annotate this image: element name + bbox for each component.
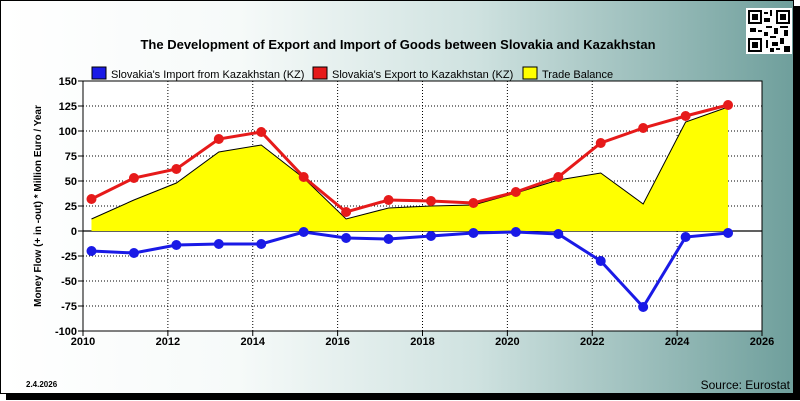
export-point: [510, 187, 521, 197]
export-point: [341, 207, 352, 217]
y-tick-label: -75: [61, 301, 77, 313]
export-point: [468, 198, 479, 208]
y-tick-label: 75: [65, 151, 77, 163]
export-point: [128, 173, 139, 183]
y-tick-label: -100: [55, 326, 77, 338]
export-point: [553, 172, 564, 182]
chart-title: The Development of Export and Import of …: [140, 37, 655, 52]
import-point: [86, 246, 97, 256]
import-point: [256, 239, 267, 249]
import-point: [128, 248, 139, 258]
date-label: 2.4.2026: [26, 380, 58, 389]
export-point: [723, 100, 734, 110]
export-point: [256, 127, 267, 137]
plot-border: [82, 80, 763, 332]
import-point: [510, 227, 521, 237]
export-point: [86, 194, 97, 204]
legend-label-import: Slovakia's Import from Kazakhstan (KZ): [111, 69, 304, 81]
x-tick-label: 2020: [495, 336, 519, 348]
y-tick-label: -50: [61, 276, 77, 288]
legend-swatch-import: [91, 66, 107, 80]
y-tick-label: 125: [59, 101, 77, 113]
y-tick-label: -25: [61, 251, 77, 263]
legend-swatch-balance: [522, 66, 538, 80]
legend-label-balance: Trade Balance: [542, 69, 613, 81]
export-point: [638, 123, 649, 133]
import-point: [383, 234, 394, 244]
export-point: [383, 195, 394, 205]
export-point: [171, 164, 182, 174]
export-line: [90, 103, 729, 214]
x-tick-label: 2022: [580, 336, 604, 348]
series-lines: [90, 103, 729, 310]
import-point: [425, 231, 436, 241]
import-point: [680, 232, 691, 242]
y-tick-label: 100: [59, 126, 77, 138]
y-tick-label: 50: [65, 176, 77, 188]
export-point: [298, 172, 309, 182]
import-point: [341, 233, 352, 243]
source-label: Source: Eurostat: [701, 378, 791, 392]
export-point: [595, 138, 606, 148]
series-points: [86, 100, 734, 312]
x-tick-label: 2018: [410, 336, 434, 348]
trade-balance-line: [91, 106, 729, 220]
import-point: [468, 228, 479, 238]
x-tick-label: 2024: [665, 336, 690, 348]
export-point: [680, 111, 691, 121]
y-tick-label: 0: [71, 226, 77, 238]
import-point: [638, 302, 649, 312]
import-point: [171, 240, 182, 250]
y-tick-label: 150: [59, 76, 77, 88]
x-tick-label: 2026: [750, 336, 774, 348]
trade-balance-fill: [91, 107, 729, 231]
y-axis-label: Money Flow (+ in -out) * Million Euro / …: [33, 105, 44, 307]
import-point: [723, 228, 734, 238]
x-tick-label: 2012: [156, 336, 180, 348]
chart-frame: The Development of Export and Import of …: [0, 0, 794, 394]
import-point: [553, 229, 564, 239]
y-tick-label: 25: [65, 201, 77, 213]
legend: Slovakia's Import from Kazakhstan (KZ) S…: [91, 66, 613, 81]
import-point: [213, 239, 224, 249]
export-point: [213, 134, 224, 144]
x-tick-label: 2010: [71, 336, 95, 348]
legend-label-export: Slovakia's Export to Kazakhstan (KZ): [332, 69, 513, 81]
import-line: [91, 230, 729, 310]
axes: -100 -75 -50 -25 0 25 50 75 100 125 150 2010 2012 201…: [55, 76, 774, 348]
import-point: [298, 227, 309, 237]
trade-balance-area: [91, 106, 729, 231]
export-point: [425, 196, 436, 206]
import-point: [595, 256, 606, 266]
x-tick-label: 2014: [241, 336, 266, 348]
x-tick-label: 2016: [325, 336, 349, 348]
legend-swatch-export: [312, 66, 328, 80]
qr-code-icon: [746, 8, 792, 54]
